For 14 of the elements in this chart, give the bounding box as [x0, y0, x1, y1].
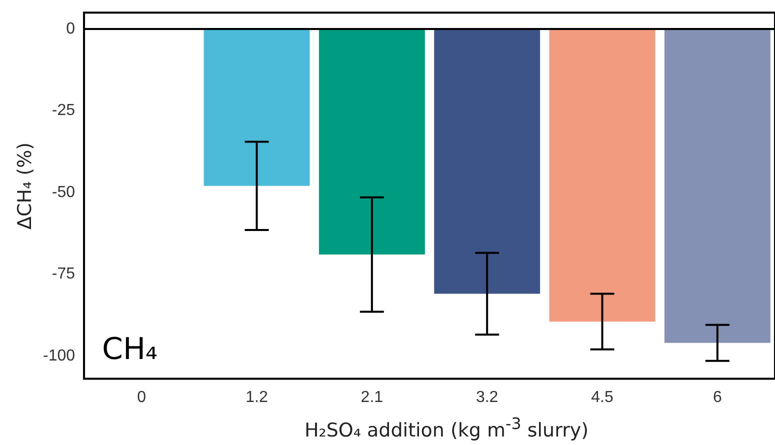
y-tick-label: -100 [42, 347, 76, 364]
y-tick-label: -25 [52, 102, 76, 120]
x-tick-label: 0 [137, 388, 146, 406]
x-tick-label: 4.5 [591, 388, 614, 406]
y-tick-label: -50 [52, 184, 76, 201]
x-tick-label: 2.1 [360, 388, 384, 406]
y-tick-label: 0 [66, 20, 76, 38]
y-tick-label: -75 [52, 266, 76, 283]
x-axis-title: H₂SO₄ addition (kg m$^{-3}$ slurry) [303, 414, 590, 442]
annotation: CH₄ [102, 332, 158, 367]
x-tick-label: 1.2 [246, 388, 268, 406]
y-axis-title: ΔCH₄ (%) [14, 141, 36, 232]
x-tick-label: 3.2 [476, 388, 498, 406]
x-tick-label: 6 [712, 388, 722, 406]
